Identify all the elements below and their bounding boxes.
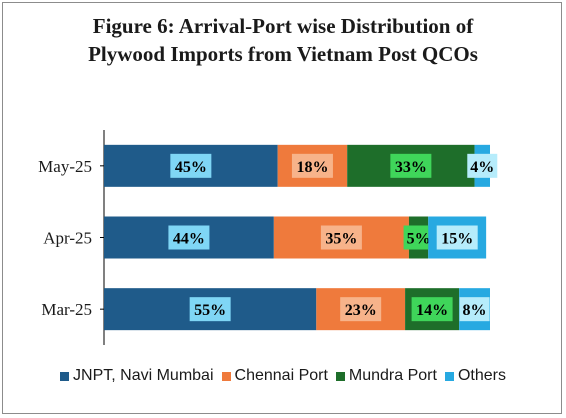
legend-label: Chennai Port: [234, 367, 328, 384]
data-label-box: [170, 153, 212, 178]
data-label: 18%: [296, 159, 328, 176]
data-label: 33%: [395, 159, 427, 176]
data-label-box: [467, 153, 498, 178]
data-label: 45%: [175, 159, 207, 176]
chart-title-line-2: Plywood Imports from Vietnam Post QCOs: [88, 42, 478, 66]
data-label: 35%: [325, 231, 357, 248]
data-label-box: [189, 297, 231, 322]
chart-title: Figure 6: Arrival-Port wise Distribution…: [0, 12, 566, 68]
y-tick-label: Apr-25: [43, 229, 92, 248]
chart-title-line-1: Figure 6: Arrival-Port wise Distribution…: [92, 14, 474, 38]
y-tick-label: Mar-25: [41, 300, 92, 319]
legend-swatch: [444, 371, 454, 381]
data-label-box: [340, 297, 382, 322]
legend-swatch: [60, 371, 70, 381]
legend-label: Others: [457, 367, 506, 384]
data-label: 55%: [194, 302, 226, 319]
legend-item: Mundra Port: [335, 367, 437, 385]
data-label: 8%: [463, 302, 487, 319]
data-label-box: [436, 225, 478, 250]
legend-swatch: [221, 371, 231, 381]
data-label: 5%: [407, 231, 431, 248]
legend: JNPT, Navi Mumbai Chennai Port Mundra Port…: [0, 364, 566, 388]
data-label: 14%: [416, 302, 448, 319]
chart-frame: [2, 2, 562, 414]
data-label: 44%: [173, 231, 205, 248]
y-tick-label: May-25: [38, 157, 92, 176]
data-label-box: [320, 225, 362, 250]
legend-item: Others: [444, 367, 506, 385]
legend-label: Mundra Port: [348, 367, 437, 384]
legend-label: JNPT, Navi Mumbai: [73, 367, 214, 384]
legend-item: JNPT, Navi Mumbai: [60, 367, 214, 385]
data-label-box: [168, 225, 210, 250]
data-label: 23%: [345, 302, 377, 319]
legend-swatch: [335, 371, 345, 381]
data-label: 4%: [470, 159, 494, 176]
data-label-box: [291, 153, 333, 178]
data-label: 15%: [441, 231, 473, 248]
legend-item: Chennai Port: [221, 367, 328, 385]
data-label-box: [411, 297, 453, 322]
data-label-box: [459, 297, 490, 322]
data-label-box: [390, 153, 432, 178]
